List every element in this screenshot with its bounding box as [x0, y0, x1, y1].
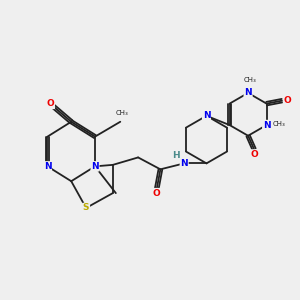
Text: H: H [172, 151, 180, 160]
Text: O: O [284, 96, 291, 105]
Text: N: N [180, 159, 188, 168]
Text: CH₃: CH₃ [273, 121, 286, 127]
Text: CH₃: CH₃ [116, 110, 128, 116]
Text: N: N [203, 111, 210, 120]
Text: O: O [152, 189, 160, 198]
Text: O: O [46, 99, 54, 108]
Text: N: N [263, 121, 270, 130]
Text: CH₃: CH₃ [243, 77, 256, 83]
Text: N: N [244, 88, 252, 98]
Text: S: S [83, 203, 89, 212]
Text: N: N [44, 162, 51, 171]
Text: O: O [250, 150, 258, 159]
Text: N: N [91, 162, 99, 171]
